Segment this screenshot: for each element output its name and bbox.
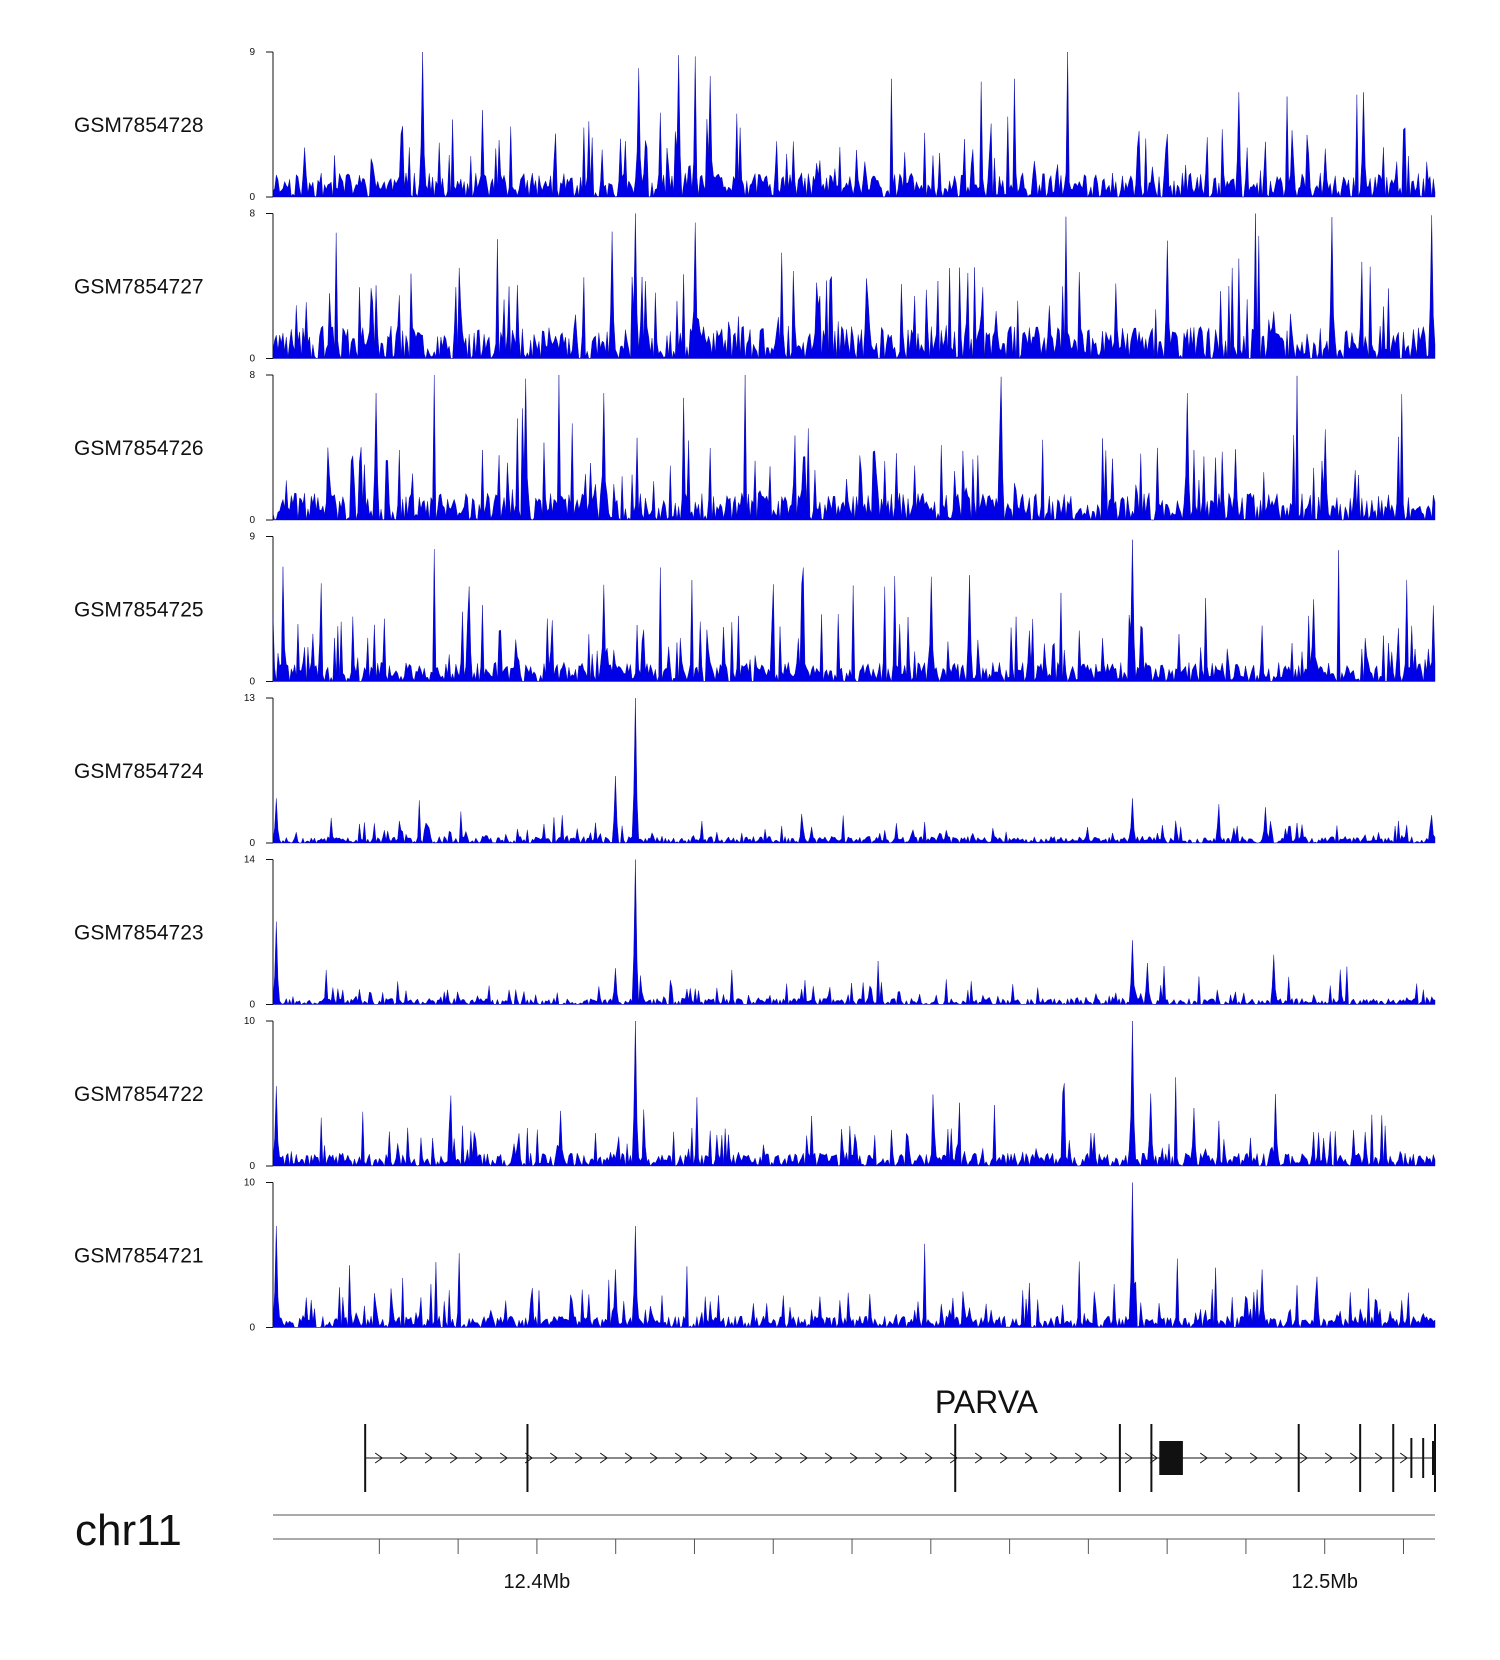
track-label: GSM7854722 [74, 1083, 204, 1106]
strand-arrow [1049, 1452, 1059, 1464]
track-GSM7854725: GSM7854725 9 0 [74, 532, 1436, 688]
y-tick-label-min: 0 [249, 1323, 255, 1334]
y-tick-label-max: 10 [244, 1016, 256, 1027]
y-tick-label-max: 14 [244, 855, 256, 866]
track-GSM7854721: GSM7854721 10 0 [74, 1178, 1436, 1334]
strand-arrow [1224, 1452, 1234, 1464]
strand-arrow [1299, 1452, 1309, 1464]
strand-arrow [724, 1452, 734, 1464]
track-GSM7854728: GSM7854728 9 0 [74, 47, 1436, 203]
strand-arrow [874, 1452, 884, 1464]
strand-arrow [574, 1452, 584, 1464]
track-label: GSM7854721 [74, 1245, 204, 1268]
track-GSM7854723: GSM7854723 14 0 [74, 855, 1436, 1011]
y-tick-label-min: 0 [249, 677, 255, 688]
y-tick-label-max: 8 [249, 209, 255, 220]
y-tick-label-max: 9 [249, 47, 255, 58]
strand-arrow [1099, 1452, 1109, 1464]
strand-arrow [374, 1452, 384, 1464]
y-tick-label-min: 0 [249, 838, 255, 849]
x-tick-label: 12.5Mb [1291, 1571, 1358, 1593]
chromosome-label: chr11 [75, 1506, 182, 1555]
strand-arrow [1124, 1452, 1134, 1464]
signal-area [272, 539, 1436, 683]
signal-area [272, 859, 1436, 1006]
strand-arrow [924, 1452, 934, 1464]
track-label: GSM7854726 [74, 437, 204, 460]
y-tick-label-max: 10 [244, 1178, 256, 1189]
signal-tracks: GSM785472890GSM785472780GSM785472680GSM7… [74, 47, 1436, 1334]
track-GSM7854727: GSM7854727 8 0 [74, 209, 1436, 365]
strand-arrow [449, 1452, 459, 1464]
strand-arrow [1374, 1452, 1384, 1464]
strand-arrow [499, 1452, 509, 1464]
strand-arrow [699, 1452, 709, 1464]
track-GSM7854722: GSM7854722 10 0 [74, 1016, 1436, 1172]
track-label: GSM7854727 [74, 276, 204, 299]
strand-arrow [1199, 1452, 1209, 1464]
signal-area [272, 374, 1436, 521]
strand-arrow [974, 1452, 984, 1464]
strand-arrow [774, 1452, 784, 1464]
strand-arrow [1399, 1452, 1409, 1464]
strand-arrow [599, 1452, 609, 1464]
strand-arrow [799, 1452, 809, 1464]
strand-arrow [399, 1452, 409, 1464]
strand-arrow [674, 1452, 684, 1464]
strand-arrow [1024, 1452, 1034, 1464]
strand-arrow [424, 1452, 434, 1464]
strand-arrow [549, 1452, 559, 1464]
strand-arrow [1349, 1452, 1359, 1464]
y-tick-label-max: 13 [244, 693, 256, 704]
y-tick-label-max: 9 [249, 532, 255, 543]
y-tick-label-max: 8 [249, 370, 255, 381]
signal-area [272, 1020, 1436, 1167]
strand-arrow [474, 1452, 484, 1464]
exon-block-end [1432, 1441, 1436, 1475]
track-GSM7854724: GSM7854724 13 0 [74, 693, 1436, 849]
genomic-axis: chr11 12.4Mb 12.5Mb [75, 1506, 1435, 1593]
track-label: GSM7854723 [74, 922, 204, 945]
y-tick-label-min: 0 [249, 1161, 255, 1172]
strand-arrow [1324, 1452, 1334, 1464]
strand-arrow [949, 1452, 959, 1464]
strand-arrow [824, 1452, 834, 1464]
track-label: GSM7854724 [74, 760, 204, 783]
strand-arrow [1274, 1452, 1284, 1464]
strand-arrow [849, 1452, 859, 1464]
y-tick-label-min: 0 [249, 1000, 255, 1011]
gene-annotation-track: PARVA [364, 1384, 1436, 1492]
strand-arrow [999, 1452, 1009, 1464]
y-tick-label-min: 0 [249, 192, 255, 203]
strand-arrow [1074, 1452, 1084, 1464]
track-label: GSM7854725 [74, 599, 204, 622]
y-tick-label-min: 0 [249, 515, 255, 526]
strand-arrow [899, 1452, 909, 1464]
signal-area [272, 1182, 1436, 1329]
strand-arrow [1149, 1452, 1159, 1464]
x-tick-label: 12.4Mb [504, 1571, 571, 1593]
exon-block [1159, 1441, 1183, 1475]
signal-area [272, 697, 1436, 844]
signal-area [272, 51, 1436, 198]
signal-area [272, 213, 1436, 360]
strand-arrow [749, 1452, 759, 1464]
gene-label: PARVA [935, 1384, 1039, 1420]
strand-arrow [1249, 1452, 1259, 1464]
strand-arrow [649, 1452, 659, 1464]
strand-arrow [624, 1452, 634, 1464]
track-label: GSM7854728 [74, 114, 204, 137]
track-GSM7854726: GSM7854726 8 0 [74, 370, 1436, 526]
y-tick-label-min: 0 [249, 354, 255, 365]
